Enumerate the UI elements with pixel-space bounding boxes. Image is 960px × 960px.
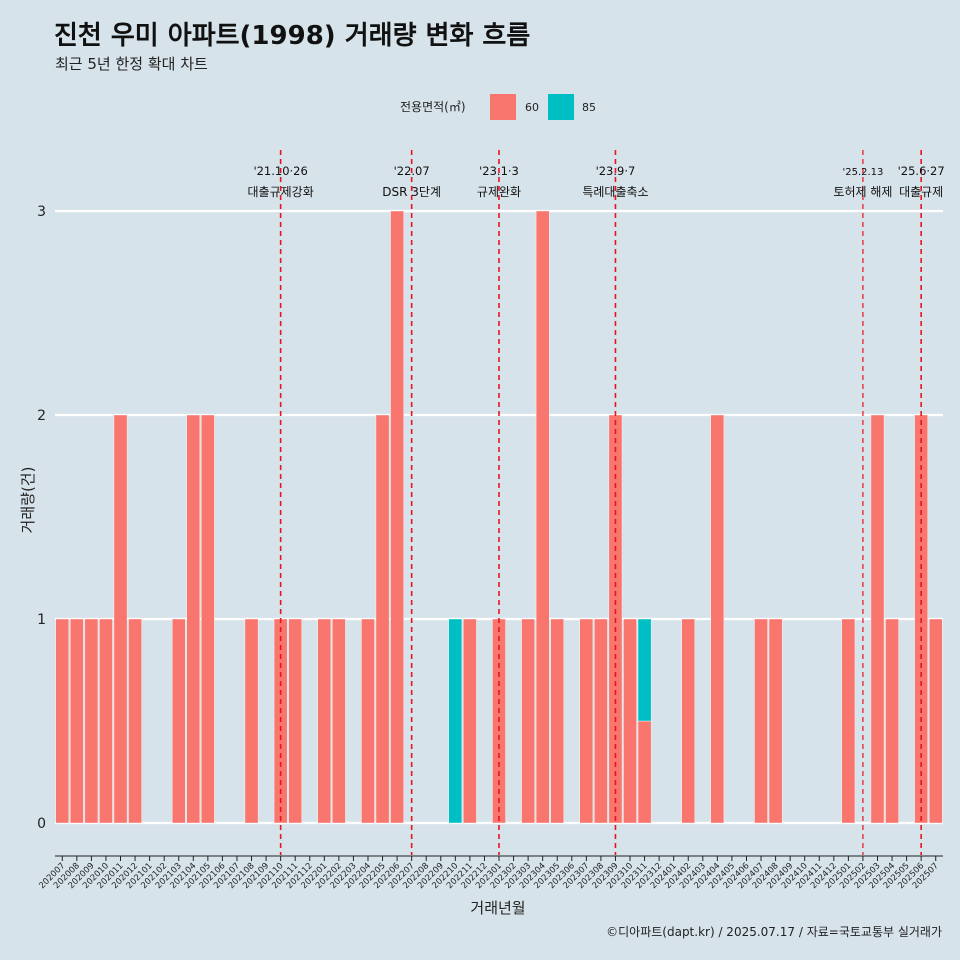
y-tick-label-3: 3 xyxy=(37,204,46,220)
event-label-4: 토허제 해제 xyxy=(833,185,892,199)
bar-202308-60 xyxy=(594,618,608,824)
bar-202008-60 xyxy=(70,618,84,824)
bar-202104-60 xyxy=(186,414,201,824)
bar-202311-60 xyxy=(637,720,652,824)
x-axis-title: 거래년월 xyxy=(470,899,525,917)
legend-label-60: 60 xyxy=(525,101,539,114)
bar-202206-60 xyxy=(390,210,404,824)
event-date-4: '25.2.13 xyxy=(842,167,883,178)
bar-202111-60 xyxy=(288,618,302,824)
event-date-0: '21.10·26 xyxy=(253,164,307,178)
bar-202105-60 xyxy=(201,414,215,824)
y-axis-title: 거래량(건) xyxy=(19,467,37,534)
bar-202304-60 xyxy=(535,210,550,824)
bar-202205-60 xyxy=(375,414,390,824)
bar-202202-60 xyxy=(332,618,346,824)
bar-202012-60 xyxy=(128,618,142,824)
bar-202007-60 xyxy=(55,618,70,824)
bar-202211-60 xyxy=(463,618,477,824)
source-caption: ©디아파트(dapt.kr) / 2025.07.17 / 자료=국토교통부 실… xyxy=(606,925,942,939)
bar-202407-60 xyxy=(754,618,768,824)
bar-202311-85 xyxy=(637,618,652,722)
legend-title: 전용면적(㎡) xyxy=(400,100,466,114)
bar-202307-60 xyxy=(579,618,594,824)
legend-swatch-60 xyxy=(490,94,516,120)
bar-202408-60 xyxy=(768,618,783,824)
event-label-1: DSR 3단계 xyxy=(382,185,441,199)
bar-202402-60 xyxy=(681,618,695,824)
bar-202204-60 xyxy=(361,618,375,824)
bar-202011-60 xyxy=(113,414,128,824)
y-tick-label-1: 1 xyxy=(37,612,46,628)
chart-subtitle: 최근 5년 한정 확대 차트 xyxy=(55,55,208,73)
y-tick-label-0: 0 xyxy=(37,816,46,832)
bar-202507-60 xyxy=(928,618,943,824)
y-axis-ticks: 0 1 2 3 xyxy=(37,204,46,832)
bar-202310-60 xyxy=(623,618,637,824)
bar-202201-60 xyxy=(317,618,332,824)
event-date-3: '23.9·7 xyxy=(596,164,636,178)
bar-202009-60 xyxy=(84,618,99,824)
event-date-5: '25.6·27 xyxy=(898,164,945,178)
event-date-1: '22.07 xyxy=(394,164,430,178)
legend-label-85: 85 xyxy=(582,101,596,114)
legend: 전용면적(㎡) 60 85 xyxy=(400,94,596,120)
event-label-5: 대출규제 xyxy=(899,185,943,199)
x-axis: 2020072020082020092020102020112020122021… xyxy=(37,855,943,891)
bar-202501-60 xyxy=(841,618,856,824)
bar-202010-60 xyxy=(99,618,113,824)
bar-202303-60 xyxy=(521,618,535,824)
chart-title: 진천 우미 아파트(1998) 거래량 변화 흐름 xyxy=(54,21,530,51)
event-label-3: 특례대출축소 xyxy=(582,185,648,199)
bars xyxy=(55,210,943,824)
bar-202504-60 xyxy=(885,618,899,824)
event-date-2: '23.1·3 xyxy=(479,164,519,178)
bar-202503-60 xyxy=(870,414,885,824)
legend-swatch-85 xyxy=(548,94,574,120)
bar-202305-60 xyxy=(550,618,564,824)
event-label-0: 대출규제강화 xyxy=(248,185,314,199)
bar-202108-60 xyxy=(244,618,259,824)
event-annotations: '21.10·26 대출규제강화 '22.07 DSR 3단계 '23.1·3 규제완화 '… xyxy=(248,150,945,855)
event-label-2: 규제완화 xyxy=(477,185,521,199)
bar-202404-60 xyxy=(710,414,725,824)
bar-202210-85 xyxy=(448,618,463,824)
y-tick-label-2: 2 xyxy=(37,408,46,424)
bar-202103-60 xyxy=(171,618,186,824)
